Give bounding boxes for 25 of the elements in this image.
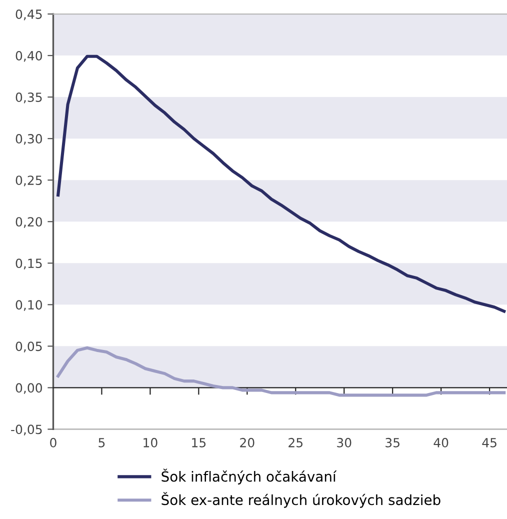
- x-tick-label: 10: [144, 438, 158, 448]
- y-tick-label: 0,45: [16, 9, 42, 20]
- x-tick-label: 45: [482, 438, 496, 448]
- x-tick-label: 5: [98, 438, 105, 448]
- x-tick-label: 30: [337, 438, 352, 448]
- y-tick-label: 0,20: [16, 217, 42, 228]
- y-tick-label: 0,10: [16, 300, 42, 311]
- y-tick-label: 0,15: [16, 258, 42, 270]
- x-tick-label: 25: [288, 438, 302, 448]
- line-series: [56, 54, 506, 313]
- y-tick-label: 0,30: [16, 134, 42, 145]
- x-tick-label: 20: [240, 438, 254, 448]
- y-tick-label: 0,35: [16, 92, 42, 104]
- y-tick-label: 0,05: [16, 342, 42, 352]
- y-tick-label: 0,40: [16, 51, 42, 62]
- x-tick-label: 0: [50, 438, 56, 448]
- y-tick-label: 0,00: [16, 383, 42, 394]
- x-tick-label: 15: [192, 438, 206, 448]
- x-tick-label: 35: [386, 438, 400, 448]
- y-tick-label: -0,05: [11, 424, 42, 436]
- legend-label: Šok inflačných očakávaní: [162, 468, 337, 484]
- x-tick-label: 40: [434, 438, 448, 448]
- legend-label: Šok ex-ante reálnych úrokových sadzieb: [162, 492, 440, 508]
- y-tick-label: 0,25: [16, 176, 42, 186]
- line-series: [56, 346, 506, 397]
